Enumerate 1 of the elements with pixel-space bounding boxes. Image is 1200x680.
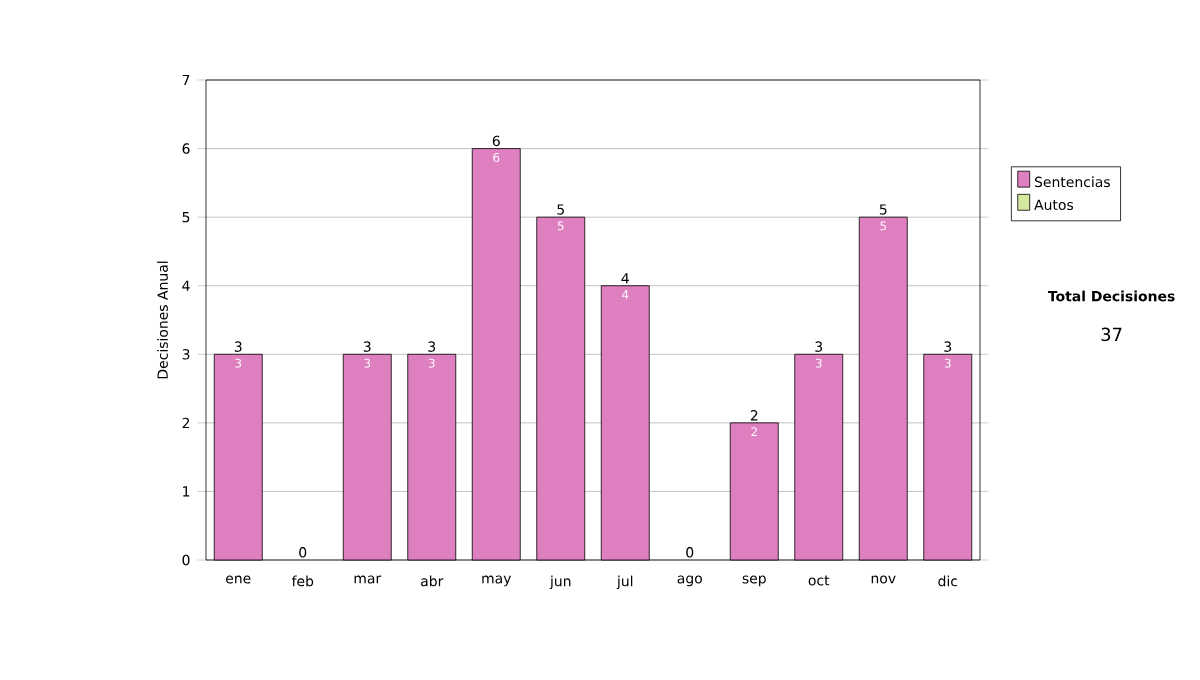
text: 37 — [1101, 327, 1122, 342]
